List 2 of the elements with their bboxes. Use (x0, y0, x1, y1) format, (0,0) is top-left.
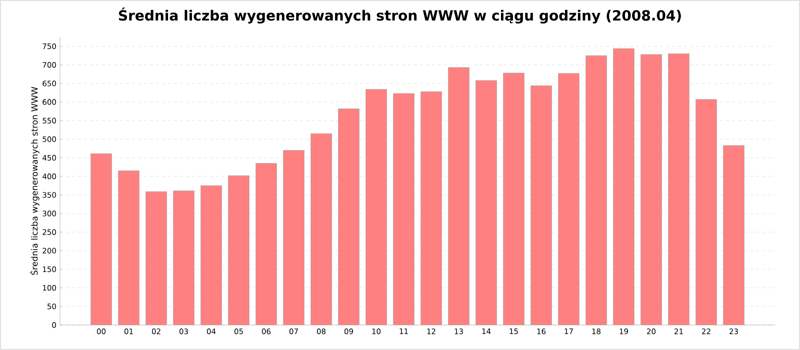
y-axis-title: Średnia liczba wygenerowanych stron WWW (30, 86, 40, 275)
chart-title: Średnia liczba wygenerowanych stron WWW w ciągu godziny (2008.04) (118, 8, 681, 24)
